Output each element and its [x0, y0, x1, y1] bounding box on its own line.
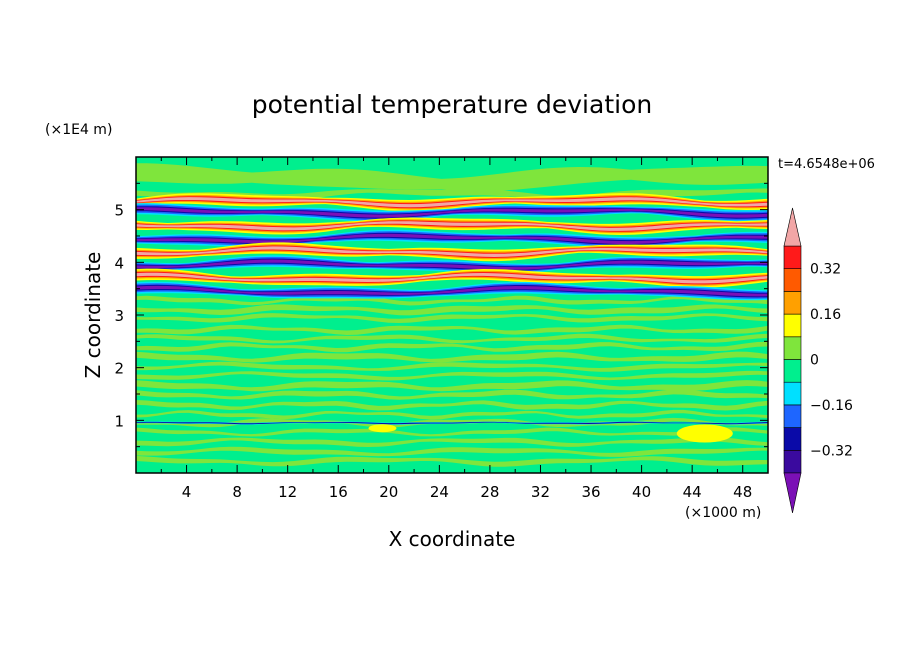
field-stripe	[136, 455, 768, 467]
field-stripe	[136, 389, 768, 400]
y-tick-label: 5	[114, 202, 124, 220]
field-stripe	[136, 427, 768, 437]
y-axis: 1 2 3 4 5	[114, 182, 768, 448]
field-patch-positive	[368, 424, 397, 433]
colorbar-swatch	[783, 245, 802, 270]
colorbar-swatch	[783, 359, 802, 383]
y-tick-label: 4	[114, 254, 124, 272]
x-tick-label: 36	[581, 483, 600, 501]
chart-title: potential temperature deviation	[252, 90, 652, 119]
colorbar-label: −0.32	[810, 443, 853, 459]
y-unit-label: (×1E4 m)	[45, 122, 112, 138]
band-positive	[136, 197, 768, 208]
colorbar-swatch	[783, 427, 802, 451]
x-unit-label: (×1000 m)	[685, 505, 761, 521]
x-tick-label: 32	[531, 483, 550, 501]
field-stripe	[136, 351, 768, 363]
field-stripe	[136, 333, 768, 344]
x-axis-label: X coordinate	[389, 527, 516, 551]
colorbar-label: 0	[810, 353, 819, 369]
colorbar-swatch	[783, 268, 802, 292]
colorbar-label: 0.16	[810, 307, 841, 323]
colorbar-swatch	[783, 336, 802, 360]
colorbar-swatch	[783, 381, 802, 406]
band-negative	[136, 259, 768, 270]
colorbar-swatch	[783, 404, 802, 428]
colorbar-swatch	[783, 313, 802, 338]
x-tick-label: 16	[329, 483, 348, 501]
field-stripe	[136, 446, 768, 457]
field-stripe	[136, 324, 768, 335]
colorbar-label: −0.16	[810, 398, 853, 414]
colorbar-upper-arrow	[783, 207, 802, 247]
field-stripe	[136, 361, 768, 372]
x-tick-label: 40	[632, 483, 651, 501]
x-axis: 4 8 12 16 20 24 28 32 36 40 44 48	[160, 157, 752, 501]
field-stripe	[136, 304, 768, 316]
y-axis-label: Z coordinate	[81, 252, 105, 379]
colorbar: 0.32 0.16 0 −0.16 −0.32	[783, 207, 853, 514]
band-negative	[136, 207, 768, 218]
band-positive	[136, 246, 768, 257]
field-stripe	[136, 370, 768, 381]
y-tick-label: 1	[114, 412, 124, 430]
x-tick-label: 24	[430, 483, 449, 501]
band-positive	[136, 271, 768, 285]
x-tick-label: 28	[480, 483, 499, 501]
field-stripe	[136, 409, 768, 420]
field-stripe	[136, 380, 768, 392]
field-stripe	[136, 313, 768, 323]
colorbar-swatch	[783, 291, 802, 315]
colorbar-label: 0.32	[810, 262, 841, 278]
x-tick-label: 44	[683, 483, 702, 501]
band-positive	[136, 272, 768, 284]
field-patch-positive	[676, 424, 733, 443]
x-tick-label: 48	[733, 483, 752, 501]
y-tick-label: 3	[114, 307, 124, 325]
plot-area	[135, 156, 769, 474]
y-tick-label: 2	[114, 360, 124, 378]
x-tick-label: 20	[379, 483, 398, 501]
field-stripe	[136, 400, 768, 411]
field-stripe	[136, 436, 768, 447]
band-negative	[136, 233, 768, 245]
band-mixed	[136, 421, 768, 425]
x-tick-label: 12	[278, 483, 297, 501]
field-stripe	[136, 341, 768, 353]
field-stripe	[136, 163, 768, 191]
colorbar-lower-arrow	[783, 472, 802, 514]
colorbar-swatch	[783, 449, 802, 474]
band-positive	[136, 221, 768, 231]
x-tick-label: 4	[182, 483, 192, 501]
x-tick-label: 8	[232, 483, 242, 501]
time-label: t=4.6548e+06	[778, 157, 875, 172]
band-negative	[136, 285, 768, 297]
